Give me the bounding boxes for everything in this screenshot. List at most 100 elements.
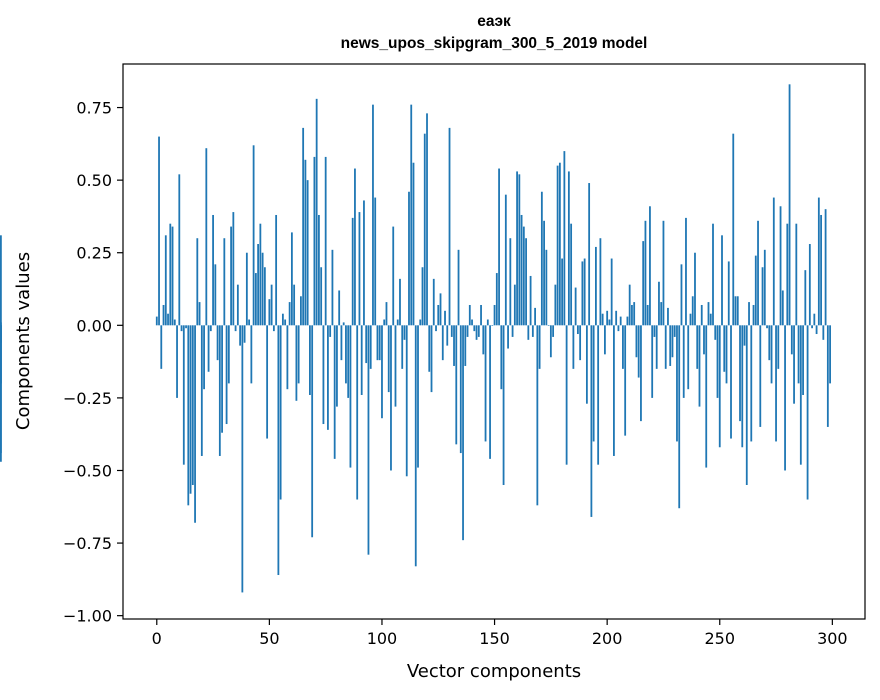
bar bbox=[396, 319, 399, 326]
y-tick-label: −0.50 bbox=[63, 461, 112, 480]
bar bbox=[331, 249, 334, 326]
bar bbox=[739, 325, 741, 422]
bar bbox=[475, 325, 478, 340]
bar bbox=[576, 325, 579, 335]
bar bbox=[169, 223, 172, 326]
bar bbox=[556, 165, 559, 326]
bar bbox=[750, 325, 753, 442]
bar bbox=[313, 156, 316, 326]
bar bbox=[473, 325, 476, 332]
bar bbox=[788, 84, 791, 326]
bar bbox=[509, 238, 512, 326]
bar bbox=[516, 171, 518, 326]
x-tick-label: 50 bbox=[259, 629, 279, 648]
bar bbox=[230, 226, 232, 326]
bar bbox=[712, 223, 714, 326]
bar bbox=[736, 296, 739, 326]
bar bbox=[164, 235, 167, 326]
bar bbox=[354, 168, 356, 326]
bar bbox=[385, 302, 388, 326]
bar bbox=[687, 325, 690, 390]
x-tick-label: 0 bbox=[152, 629, 162, 648]
bar bbox=[453, 325, 455, 366]
bar bbox=[250, 325, 253, 384]
bar bbox=[624, 325, 627, 436]
bar bbox=[236, 284, 239, 326]
bar bbox=[754, 255, 757, 326]
bar bbox=[187, 325, 190, 506]
bar bbox=[779, 206, 782, 326]
bar bbox=[658, 281, 660, 326]
bar bbox=[799, 325, 802, 465]
y-tick-label: 0.00 bbox=[76, 316, 112, 335]
bar bbox=[378, 325, 381, 361]
bar bbox=[466, 325, 469, 337]
bar bbox=[239, 325, 241, 346]
bar bbox=[604, 325, 606, 355]
bar bbox=[745, 325, 748, 485]
chart-title-line-1: еаэк bbox=[477, 13, 511, 30]
bar bbox=[592, 325, 595, 442]
bar bbox=[295, 325, 298, 401]
bar bbox=[626, 316, 629, 326]
bar bbox=[185, 325, 187, 329]
bar bbox=[700, 304, 703, 326]
bar bbox=[786, 223, 789, 326]
bar bbox=[545, 249, 548, 326]
bar bbox=[421, 267, 424, 326]
bar bbox=[653, 325, 656, 337]
x-axis-label: Vector components bbox=[407, 661, 581, 682]
bar bbox=[705, 325, 708, 468]
bar bbox=[669, 325, 672, 366]
bar bbox=[529, 275, 532, 326]
bar bbox=[394, 325, 397, 407]
bar bbox=[392, 226, 395, 326]
bar bbox=[214, 264, 217, 326]
bar bbox=[459, 325, 462, 454]
bar bbox=[574, 287, 577, 326]
bar bbox=[502, 325, 505, 485]
bar bbox=[358, 212, 361, 326]
bar bbox=[266, 325, 269, 439]
bar bbox=[558, 162, 561, 326]
bar bbox=[482, 325, 485, 355]
bar bbox=[633, 302, 636, 326]
bar bbox=[340, 325, 343, 361]
bar bbox=[689, 313, 692, 326]
bar bbox=[703, 325, 705, 355]
bar bbox=[322, 325, 325, 425]
bar bbox=[158, 136, 160, 326]
bar bbox=[813, 313, 816, 326]
bar bbox=[241, 325, 244, 593]
bar bbox=[189, 325, 192, 494]
bar bbox=[468, 304, 471, 326]
bar bbox=[671, 325, 674, 358]
bar bbox=[387, 325, 390, 393]
bar bbox=[477, 325, 480, 337]
bar bbox=[790, 325, 793, 355]
bar bbox=[207, 325, 210, 372]
bar bbox=[290, 232, 293, 326]
bar bbox=[347, 325, 350, 398]
bar bbox=[752, 304, 755, 326]
bar bbox=[646, 304, 649, 326]
bar bbox=[383, 319, 386, 326]
bar bbox=[619, 316, 622, 326]
bar bbox=[491, 325, 494, 326]
bar bbox=[775, 325, 777, 442]
bar bbox=[263, 267, 266, 326]
bar bbox=[311, 325, 314, 538]
bar bbox=[768, 325, 771, 361]
bar bbox=[446, 325, 449, 346]
bar bbox=[281, 313, 284, 326]
bar bbox=[527, 325, 530, 340]
bar bbox=[351, 217, 354, 326]
bar bbox=[363, 200, 365, 326]
x-tick-label: 100 bbox=[367, 629, 398, 648]
bar bbox=[484, 325, 487, 442]
bar bbox=[664, 325, 667, 369]
bar bbox=[171, 226, 174, 326]
bar bbox=[698, 325, 701, 407]
bar bbox=[0, 325, 2, 384]
bar bbox=[254, 273, 257, 326]
